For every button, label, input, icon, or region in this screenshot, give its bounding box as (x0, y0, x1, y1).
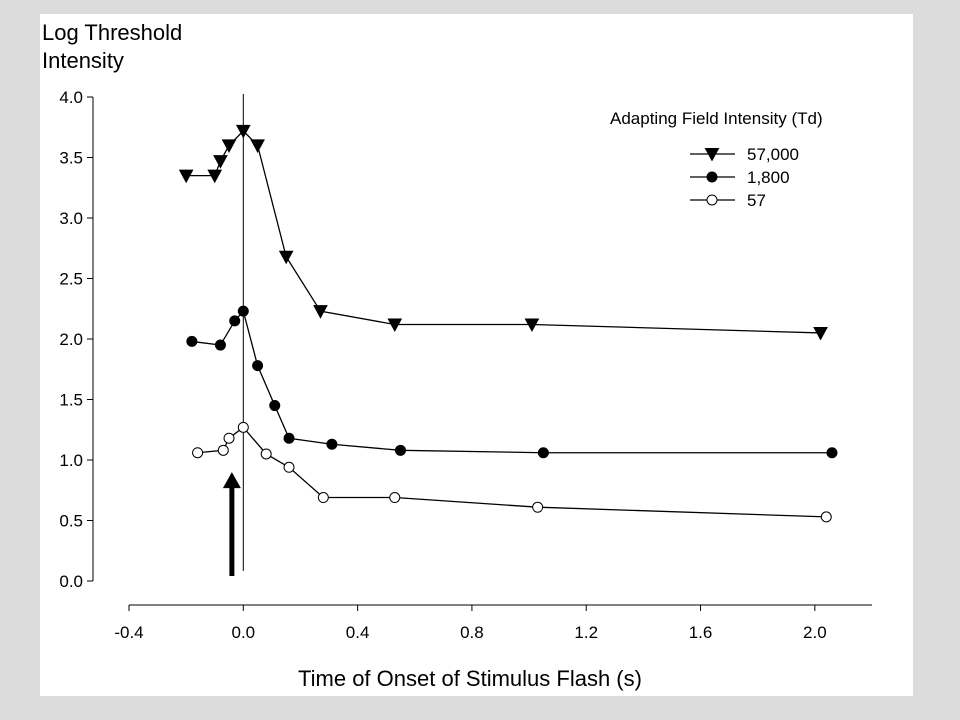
x-tick-label: 1.2 (574, 623, 598, 642)
data-point (387, 318, 403, 333)
data-point (326, 438, 338, 450)
data-point (826, 447, 838, 459)
series-line (191, 309, 832, 454)
data-point (524, 318, 540, 333)
series-3 (192, 421, 832, 523)
series-layer (178, 124, 838, 523)
series-line (186, 129, 821, 334)
data-point (213, 155, 228, 169)
data-point (820, 511, 832, 523)
data-point (252, 360, 264, 372)
y-tick-label: 1.5 (59, 391, 83, 410)
y-tick-label: 0.5 (59, 512, 83, 531)
y-axis-title-line-1: Log Threshold (42, 20, 182, 45)
data-point (317, 492, 329, 504)
legend-label: 1,800 (747, 168, 790, 187)
x-tick-label: 0.8 (460, 623, 484, 642)
y-tick-label: 3.5 (59, 149, 83, 168)
x-tick-label: -0.4 (114, 623, 143, 642)
chart-panel: Log Threshold Intensity Time of Onset of… (40, 14, 913, 696)
x-axis-title: Time of Onset of Stimulus Flash (s) (298, 666, 642, 691)
y-axis-title: Log Threshold Intensity (42, 20, 182, 73)
data-point (389, 492, 401, 504)
x-tick-label: 2.0 (803, 623, 827, 642)
x-tick-label: 1.6 (689, 623, 713, 642)
legend-marker (704, 148, 720, 162)
data-point (221, 139, 237, 153)
data-point (283, 432, 295, 444)
data-point (537, 447, 549, 459)
y-tick-label: 1.0 (59, 451, 83, 470)
data-point (207, 169, 223, 184)
legend-label: 57 (747, 191, 766, 210)
data-point (217, 444, 229, 456)
data-point (260, 448, 272, 460)
arrow-head-icon (222, 472, 241, 489)
data-point (394, 444, 406, 456)
data-point (223, 432, 235, 444)
data-point (235, 124, 251, 139)
data-point (269, 400, 281, 412)
series-line (197, 426, 827, 518)
y-tick-label: 2.0 (59, 330, 83, 349)
data-point (250, 139, 265, 153)
legend-label: 57,000 (747, 145, 799, 164)
annotations (222, 94, 244, 576)
data-point (192, 447, 204, 459)
series-1 (178, 124, 828, 341)
data-point (813, 326, 828, 341)
y-tick-label: 2.5 (59, 270, 83, 289)
y-axis-title-line-2: Intensity (42, 48, 124, 73)
legend: Adapting Field Intensity (Td) 57,000 1,80… (610, 109, 823, 210)
x-tick-label: 0.4 (346, 623, 370, 642)
y-tick-label: 4.0 (59, 88, 83, 107)
legend-marker (706, 171, 718, 183)
data-point (237, 305, 249, 317)
series-2 (186, 305, 838, 459)
data-point (186, 335, 198, 347)
y-tick-label: 0.0 (59, 572, 83, 591)
axes: 0.0 0.5 1.0 1.5 2.0 2.5 3.0 3.5 4.0 -0.4 0.0 0.4 0.8… (59, 88, 872, 642)
data-point (313, 305, 328, 319)
y-tick-label: 3.0 (59, 209, 83, 228)
data-point (283, 461, 295, 473)
data-point (178, 169, 194, 184)
x-tick-label: 0.0 (231, 623, 255, 642)
data-point (278, 250, 294, 265)
line-chart: Log Threshold Intensity Time of Onset of… (42, 20, 872, 691)
legend-marker (706, 194, 718, 206)
data-point (532, 501, 544, 513)
data-point (229, 315, 241, 327)
data-point (214, 339, 226, 351)
data-point (237, 421, 249, 433)
legend-title: Adapting Field Intensity (Td) (610, 109, 823, 128)
